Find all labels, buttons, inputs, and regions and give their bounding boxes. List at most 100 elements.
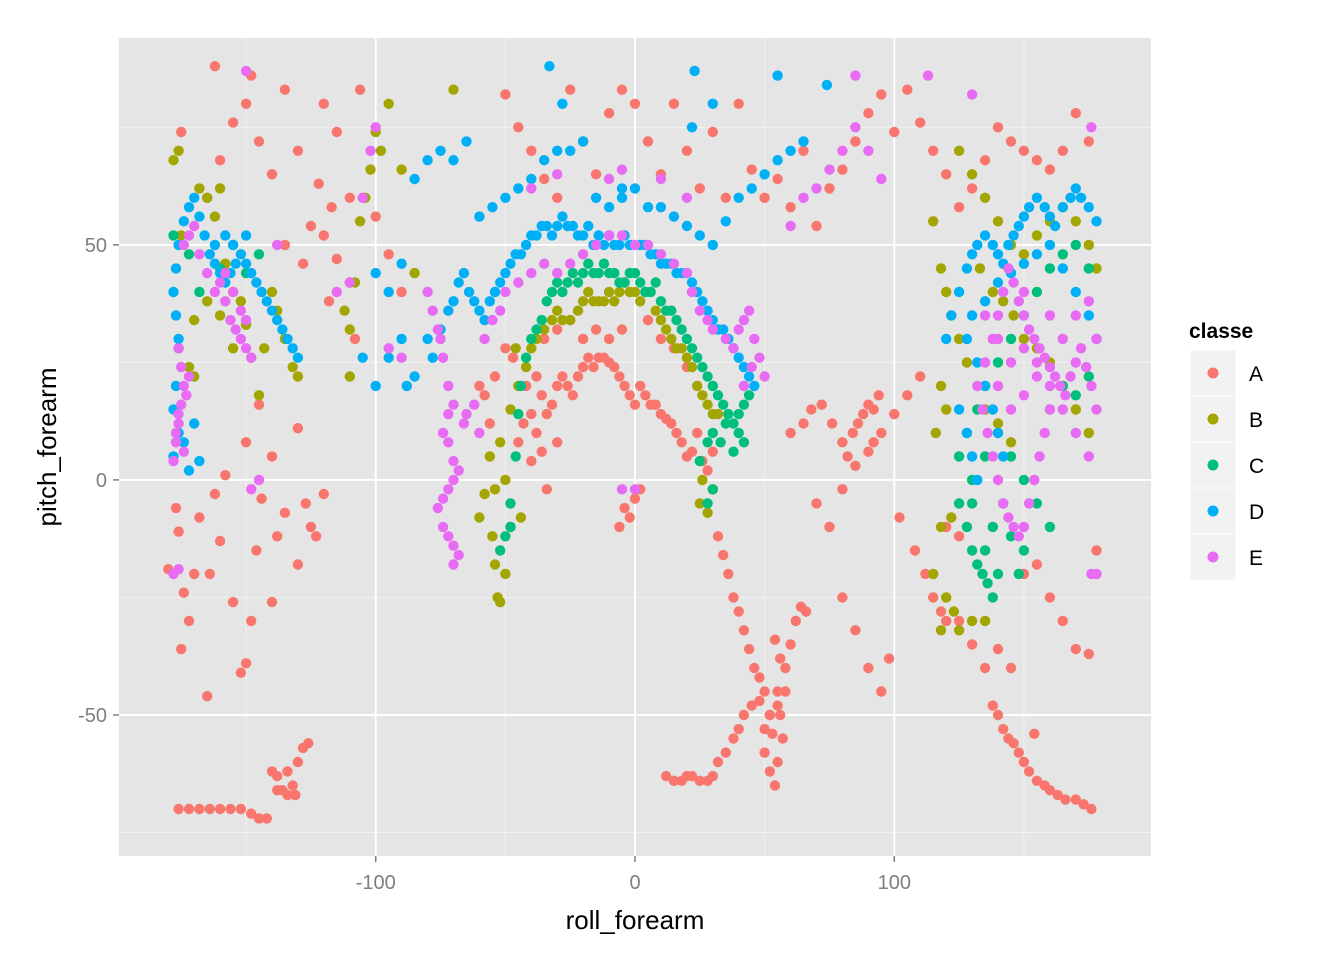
data-point	[1013, 296, 1024, 307]
data-point	[292, 371, 304, 382]
data-point	[194, 512, 205, 523]
data-point	[178, 446, 189, 457]
data-point	[246, 808, 257, 819]
data-point	[642, 202, 654, 213]
x-tick-label: -100	[356, 872, 396, 894]
data-point	[173, 418, 184, 429]
data-point	[1075, 192, 1087, 203]
data-point	[500, 89, 511, 100]
data-point	[979, 615, 991, 627]
data-point	[769, 634, 781, 645]
data-point	[354, 84, 366, 95]
data-point	[240, 98, 252, 110]
data-point	[505, 498, 516, 509]
data-point	[552, 380, 563, 392]
data-point	[1070, 427, 1082, 439]
data-point	[227, 596, 239, 608]
data-point	[279, 239, 291, 251]
data-point	[754, 352, 765, 363]
data-point	[1070, 390, 1082, 401]
data-point	[1031, 559, 1043, 570]
data-point	[437, 352, 449, 363]
data-point	[557, 211, 568, 222]
data-point	[785, 639, 796, 650]
data-point	[1013, 220, 1024, 232]
data-point	[448, 84, 459, 95]
data-point	[824, 521, 835, 533]
data-point	[1055, 380, 1066, 392]
data-point	[577, 296, 589, 307]
data-point	[515, 249, 527, 260]
data-point	[173, 803, 184, 815]
data-point	[539, 258, 550, 269]
data-point	[168, 155, 179, 166]
data-point	[344, 277, 355, 288]
x-axis-title: roll_forearm	[566, 905, 705, 935]
legend-label: E	[1249, 547, 1263, 570]
data-point	[811, 183, 822, 194]
data-point	[318, 230, 329, 241]
data-point	[539, 333, 550, 345]
data-point	[1005, 451, 1017, 462]
data-point	[718, 324, 729, 335]
data-point	[707, 239, 718, 251]
data-point	[972, 380, 983, 392]
data-point	[484, 418, 495, 429]
data-point	[998, 451, 1009, 462]
data-point	[427, 305, 438, 316]
legend-swatch	[1207, 505, 1219, 517]
data-point	[331, 286, 342, 298]
data-point	[655, 314, 667, 326]
data-point	[453, 549, 464, 561]
data-point	[536, 446, 547, 457]
data-point	[650, 399, 661, 410]
data-point	[660, 324, 672, 335]
data-point	[785, 427, 796, 439]
data-point	[401, 380, 412, 392]
data-point	[723, 408, 734, 420]
data-point	[987, 239, 998, 251]
data-point	[979, 451, 991, 462]
data-point	[966, 498, 978, 509]
data-point	[728, 418, 739, 429]
data-point	[668, 775, 680, 786]
data-point	[443, 437, 454, 448]
data-point	[979, 380, 991, 392]
data-point	[292, 559, 304, 570]
data-point	[681, 220, 693, 232]
data-point	[837, 592, 848, 603]
data-point	[500, 568, 511, 580]
legend-item-b: B	[1189, 395, 1263, 443]
data-point	[173, 564, 184, 575]
data-point	[902, 84, 913, 95]
data-point	[850, 122, 861, 133]
data-point	[546, 286, 558, 298]
data-point	[383, 352, 394, 363]
data-point	[785, 202, 796, 213]
data-point	[251, 277, 262, 288]
data-point	[876, 173, 887, 185]
legend-item-d: D	[1189, 487, 1264, 535]
data-point	[707, 427, 718, 439]
data-point	[979, 192, 991, 203]
data-point	[448, 559, 459, 570]
data-point	[655, 202, 667, 213]
data-point	[1075, 343, 1087, 354]
data-point	[1018, 521, 1030, 533]
data-point	[518, 418, 529, 429]
x-axis-ticks: -100 0 100	[356, 856, 911, 894]
data-point	[1003, 263, 1014, 274]
data-point	[1091, 216, 1102, 227]
data-point	[168, 455, 179, 467]
data-point	[567, 220, 578, 232]
data-point	[577, 361, 589, 373]
data-point	[1003, 512, 1014, 523]
data-point	[220, 230, 231, 241]
data-point	[505, 521, 516, 533]
data-point	[583, 220, 594, 232]
data-point	[655, 173, 667, 185]
data-point	[902, 390, 913, 401]
data-point	[1083, 239, 1095, 251]
data-point	[697, 474, 708, 486]
data-point	[629, 98, 641, 110]
